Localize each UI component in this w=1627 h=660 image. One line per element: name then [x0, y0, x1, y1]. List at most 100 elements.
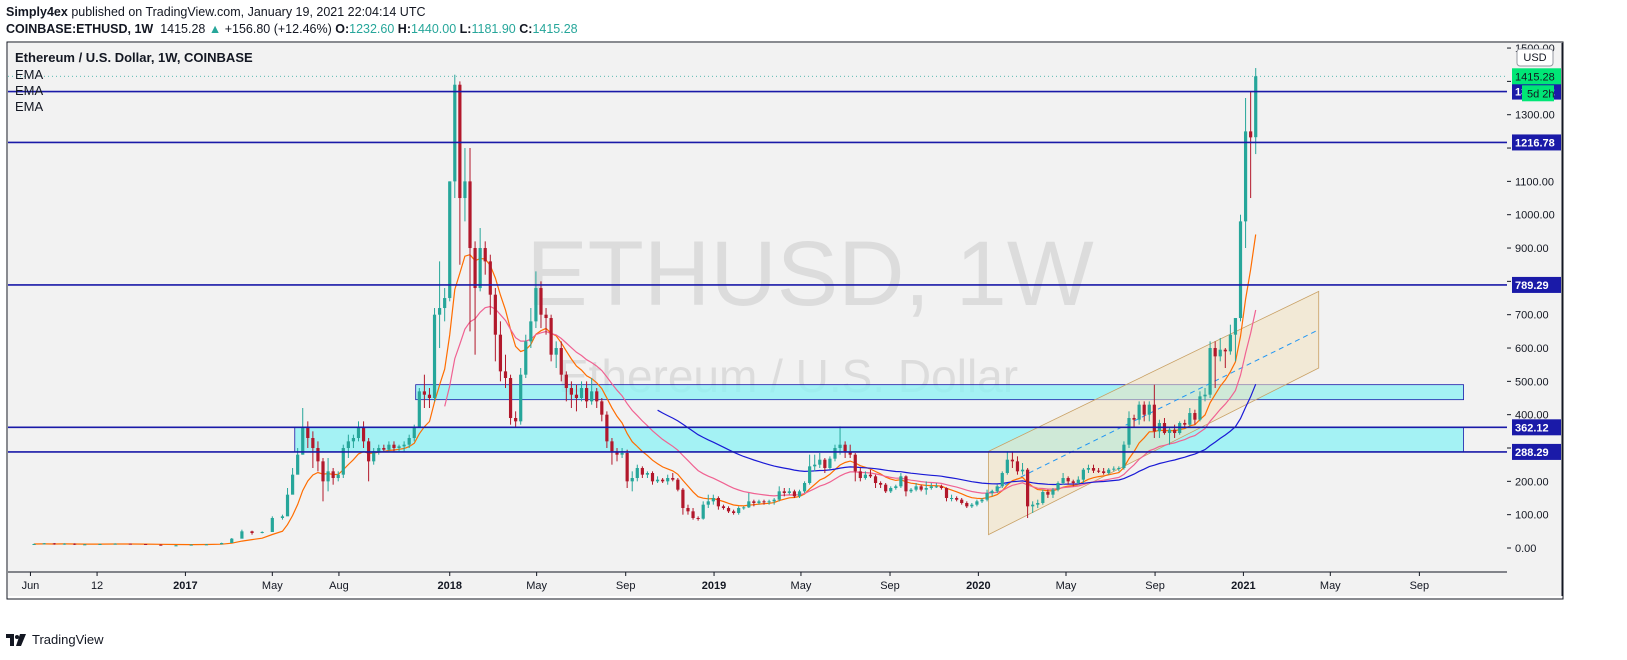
candle: [691, 508, 695, 520]
candle-body: [858, 471, 862, 479]
candle: [529, 308, 533, 349]
candle: [1091, 464, 1096, 474]
ema-label[interactable]: EMA: [15, 83, 44, 98]
candle-body: [574, 394, 579, 399]
candle-body: [1173, 429, 1177, 434]
candle-body: [285, 494, 290, 517]
candle-body: [204, 544, 209, 546]
candle-body: [843, 444, 847, 452]
candle-body: [716, 498, 720, 507]
candle: [716, 496, 720, 510]
candle-body: [1056, 483, 1060, 490]
candle: [1142, 401, 1146, 422]
change-text: +156.80 (+12.46%): [224, 22, 332, 36]
candle: [574, 384, 579, 412]
candle-body: [868, 474, 873, 477]
level-price-label-bg: [1512, 443, 1561, 460]
candle: [655, 476, 660, 484]
candle: [1020, 463, 1025, 475]
candle: [407, 434, 411, 449]
candle: [1203, 388, 1207, 402]
candle-body: [260, 532, 264, 534]
candle: [427, 388, 432, 409]
level-price-label-bg: [1512, 276, 1561, 293]
candle: [879, 481, 883, 489]
candle: [524, 334, 528, 379]
candle-body: [321, 461, 325, 482]
price-axis[interactable]: 0.00100.00200.00300.00400.00500.00600.00…: [1507, 43, 1561, 555]
candle: [159, 544, 163, 546]
candle: [711, 494, 715, 505]
candle-body: [1122, 444, 1126, 469]
candle: [98, 543, 102, 546]
candle: [1188, 408, 1192, 427]
candle-body: [863, 474, 867, 479]
candle-body: [1000, 473, 1004, 487]
candle-body: [1198, 396, 1202, 420]
candle: [894, 484, 898, 490]
candle: [402, 441, 406, 452]
footer: TradingView: [6, 632, 104, 647]
time-axis-label: Sep: [1145, 580, 1165, 592]
candle: [1238, 214, 1243, 322]
candle-body: [802, 483, 807, 492]
level-price-label: 1216.78: [1512, 134, 1561, 151]
candle-body: [1081, 469, 1085, 480]
candle-body: [311, 438, 315, 449]
candle-body: [706, 501, 710, 505]
publisher-name[interactable]: Simply4ex: [6, 5, 68, 19]
candle-body: [539, 288, 543, 315]
candle-body: [625, 453, 629, 482]
candle-body: [995, 486, 999, 492]
candle-body: [1132, 418, 1136, 420]
candle: [899, 473, 903, 489]
candle-body: [610, 441, 614, 452]
candle-body: [686, 508, 690, 512]
candle-body: [397, 446, 401, 449]
candle: [422, 374, 426, 409]
candle-body: [1107, 469, 1111, 474]
candle: [128, 543, 132, 545]
candle-body: [529, 321, 533, 342]
candle-body: [884, 484, 888, 492]
candle-body: [159, 544, 163, 546]
candle: [661, 478, 665, 484]
candle-body: [970, 504, 974, 507]
candle-body: [1005, 459, 1009, 474]
candle-body: [1147, 404, 1151, 415]
candle-body: [270, 518, 274, 533]
candle: [747, 493, 751, 509]
candle-body: [899, 476, 903, 487]
candle-body: [600, 401, 604, 415]
candle-body: [1066, 478, 1070, 482]
candle-body: [1137, 404, 1141, 420]
candle-body: [1061, 478, 1065, 484]
candle: [1147, 401, 1151, 422]
candle: [1086, 464, 1091, 474]
candle-body: [534, 288, 538, 322]
ema-label[interactable]: EMA: [15, 99, 44, 114]
candle: [802, 481, 807, 494]
candle: [1193, 409, 1197, 425]
candle: [782, 488, 786, 497]
high-label: H:: [397, 22, 411, 36]
candle-body: [306, 428, 310, 439]
candle-body: [934, 486, 938, 488]
candle: [1152, 384, 1156, 439]
candles-layer: [32, 68, 1258, 547]
candle-body: [1193, 413, 1197, 420]
time-axis[interactable]: Jun 12 2017 May Aug 2018 May Sep 2019 May Sep 2020 M…: [8, 571, 1507, 592]
candle: [230, 538, 234, 544]
candle-body: [848, 451, 852, 455]
currency-badge[interactable]: USD: [1516, 48, 1554, 67]
candle: [1228, 324, 1232, 355]
candle-body: [1086, 468, 1091, 470]
ema-label[interactable]: EMA: [15, 67, 44, 82]
candle: [73, 543, 77, 546]
candle-body: [584, 388, 589, 402]
candle: [640, 466, 644, 479]
candle-body: [32, 544, 36, 546]
tradingview-brand[interactable]: TradingView: [32, 632, 104, 647]
candle-body: [514, 418, 518, 422]
